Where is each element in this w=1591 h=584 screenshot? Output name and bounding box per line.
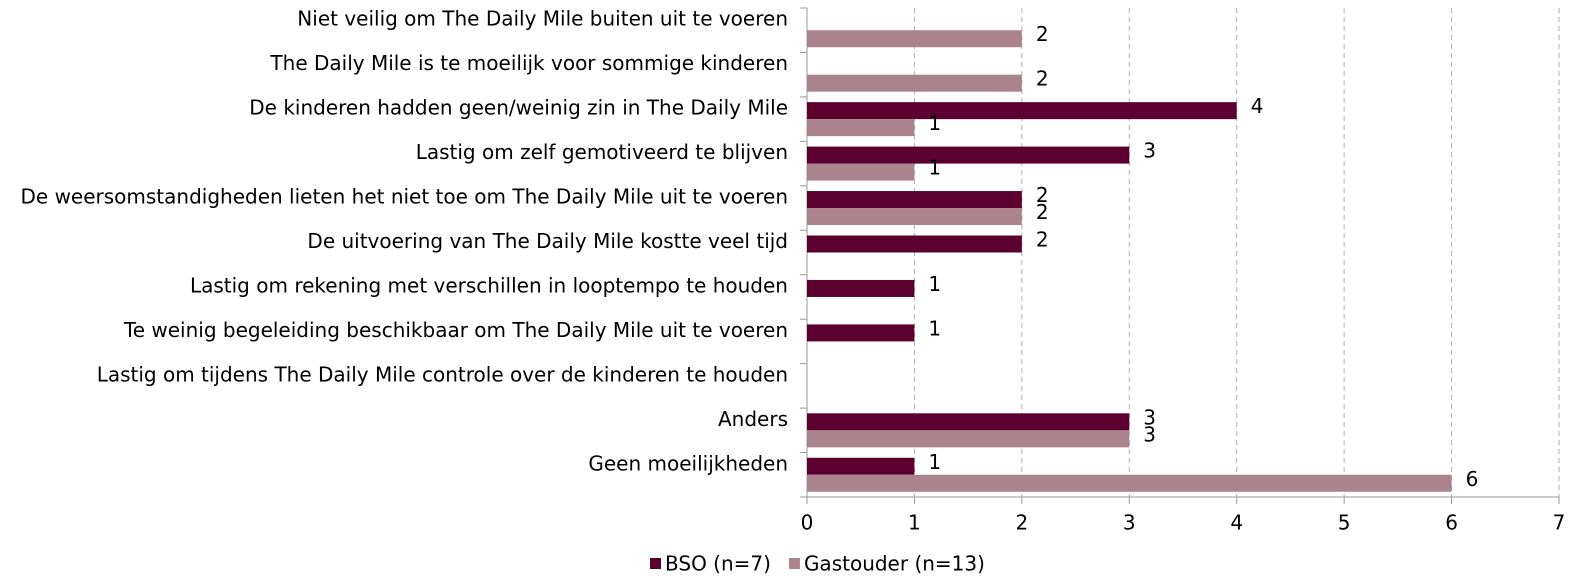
bar xyxy=(807,208,1022,226)
value-label: 2 xyxy=(1036,228,1049,252)
y-tick-label: Lastig om zelf gemotiveerd te blijven xyxy=(416,140,788,164)
bar xyxy=(807,430,1130,448)
x-tick-label: 2 xyxy=(1015,511,1028,535)
bar xyxy=(807,74,1022,92)
x-tick-label: 4 xyxy=(1230,511,1243,535)
value-label: 2 xyxy=(1036,22,1049,46)
y-tick-label: De uitvoering van The Daily Mile kostte … xyxy=(307,229,788,253)
value-label: 1 xyxy=(928,156,941,180)
bar xyxy=(807,191,1022,209)
bar xyxy=(807,146,1130,164)
legend-label: Gastouder (n=13) xyxy=(804,552,985,576)
value-label: 2 xyxy=(1036,67,1049,91)
x-tick-label: 7 xyxy=(1553,511,1566,535)
bar xyxy=(807,413,1130,431)
x-tick-label: 3 xyxy=(1123,511,1136,535)
value-label: 3 xyxy=(1143,422,1156,446)
bar xyxy=(807,324,915,342)
bar xyxy=(807,102,1237,120)
value-label: 3 xyxy=(1143,405,1156,429)
legend-swatch xyxy=(650,558,661,569)
value-label: 6 xyxy=(1466,467,1479,491)
y-tick-label: Geen moeilijkheden xyxy=(588,451,788,475)
bar xyxy=(807,163,915,181)
bar xyxy=(807,235,1022,253)
y-tick-label: De kinderen hadden geen/weinig zin in Th… xyxy=(249,96,788,120)
value-label: 2 xyxy=(1036,200,1049,224)
y-tick-label: Te weinig begeleiding beschikbaar om The… xyxy=(123,318,788,342)
bar xyxy=(807,119,915,137)
legend-swatch xyxy=(788,558,800,569)
x-tick-label: 0 xyxy=(801,511,814,535)
value-label: 1 xyxy=(928,111,941,135)
x-tick-label: 5 xyxy=(1338,511,1351,535)
y-tick-label: Lastig om rekening met verschillen in lo… xyxy=(190,273,788,297)
bar xyxy=(807,30,1022,48)
y-tick-label: Niet veilig om The Daily Mile buiten uit… xyxy=(297,7,788,31)
value-label: 1 xyxy=(928,450,941,474)
legend-label: BSO (n=7) xyxy=(665,552,771,576)
y-tick-label: De weersomstandigheden lieten het niet t… xyxy=(21,185,789,209)
y-tick-label: The Daily Mile is te moeilijk voor sommi… xyxy=(269,51,788,75)
bar xyxy=(807,474,1452,492)
y-tick-label: Lastig om tijdens The Daily Mile control… xyxy=(97,362,788,386)
y-tick-label: Anders xyxy=(718,407,788,431)
x-tick-label: 6 xyxy=(1445,511,1458,535)
bar xyxy=(807,457,915,475)
value-label: 1 xyxy=(928,272,941,296)
x-tick-label: 1 xyxy=(908,511,921,535)
bar xyxy=(807,279,915,297)
value-label: 2 xyxy=(1036,183,1049,207)
value-label: 3 xyxy=(1143,139,1156,163)
value-label: 4 xyxy=(1251,94,1264,118)
value-label: 1 xyxy=(928,316,941,340)
